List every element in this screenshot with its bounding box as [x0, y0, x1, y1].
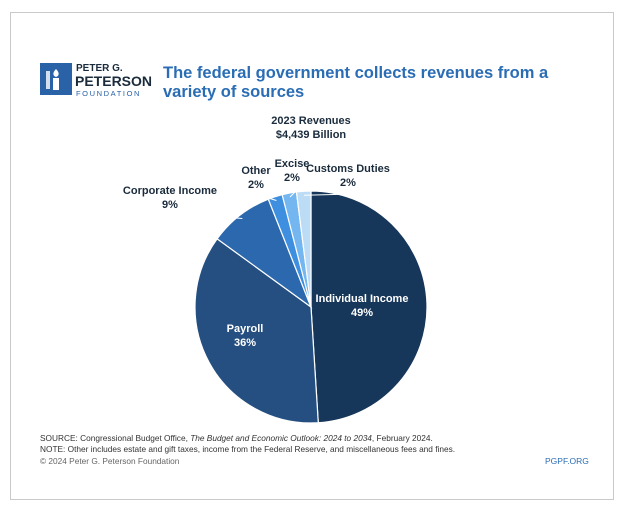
url: PGPF.ORG [545, 456, 589, 466]
slice-value: 36% [234, 337, 256, 349]
source: SOURCE: Congressional Budget Office, The… [40, 433, 433, 443]
chart-subtitle: $4,439 Billion [276, 129, 347, 141]
logo-line3: FOUNDATION [76, 89, 142, 98]
slice-label: Corporate Income [123, 185, 217, 197]
chart-title: The federal government collects revenues… [163, 64, 549, 101]
logo-line2: PETERSON [75, 73, 153, 89]
leader-line [289, 188, 299, 198]
slice-value: 2% [248, 179, 264, 191]
slice-value: 9% [162, 199, 178, 211]
slice-value: 2% [284, 172, 300, 184]
pie-slice [194, 237, 319, 424]
leader-line [211, 215, 243, 220]
slice-value: 49% [351, 307, 373, 319]
slice-label: Other [241, 165, 271, 177]
pie-slice [310, 190, 428, 424]
slice-label: Individual Income [316, 293, 409, 305]
slice-label: Customs Duties [306, 163, 390, 175]
leader-line [303, 193, 355, 196]
logo-icon [40, 63, 72, 95]
note: NOTE: Other includes estate and gift tax… [40, 444, 456, 454]
leader-line [261, 195, 277, 201]
chart: 2023 Revenues $4,439 Billion Individual … [123, 115, 428, 424]
slice-value: 2% [340, 177, 356, 189]
slice-label: Payroll [227, 323, 264, 335]
pie-slice [295, 190, 312, 308]
slice-label: Excise [275, 158, 310, 170]
logo-line1: PETER G. [76, 63, 123, 74]
copyright: © 2024 Peter G. Peterson Foundation [40, 456, 180, 466]
source-title: The Budget and Economic Outlook: 2024 to… [190, 433, 372, 443]
frame [10, 12, 614, 500]
chart-subtitle: 2023 Revenues [271, 115, 351, 127]
source-text: SOURCE: Congressional Budget Office, [40, 433, 191, 443]
source-text: , February 2024. [371, 433, 433, 443]
